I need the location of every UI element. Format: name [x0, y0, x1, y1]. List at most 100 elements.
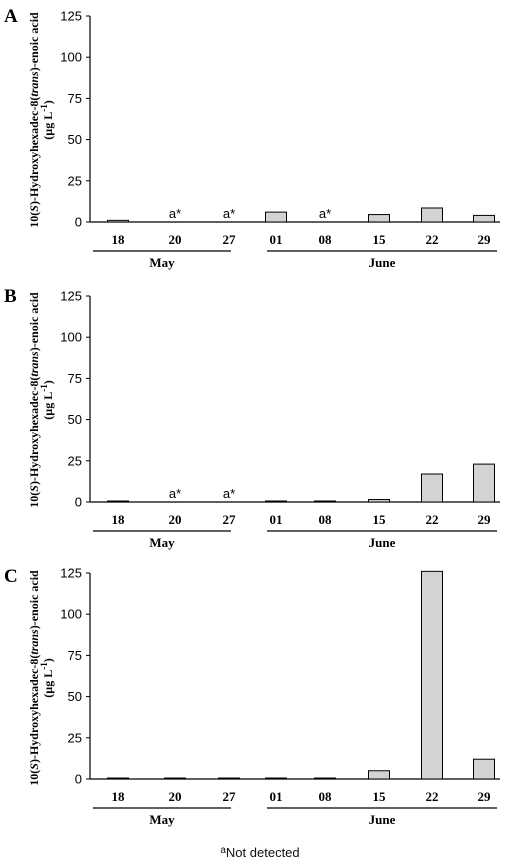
bar	[368, 499, 390, 503]
x-tick-label: 20	[169, 789, 182, 804]
y-axis-label-paren: (	[27, 655, 41, 659]
not-detected-label: a*	[223, 206, 235, 221]
y-axis-label-unit: (µg L	[41, 392, 55, 420]
bar	[473, 758, 495, 780]
x-tick-label: 15	[373, 512, 387, 527]
not-detected-label: a*	[169, 486, 181, 501]
group-label: May	[149, 255, 175, 270]
y-tick-label: 75	[68, 91, 82, 106]
x-tick-label: 27	[223, 232, 237, 247]
y-axis-label-part: -enoic acid	[27, 12, 41, 67]
bar	[164, 777, 186, 780]
x-tick-label: 20	[169, 232, 182, 247]
y-tick-label: 50	[68, 412, 82, 427]
bar	[218, 777, 240, 780]
y-axis-label: 10(S)-Hydroxyhexadec-8(trans)-enoic acid…	[27, 12, 55, 228]
bar	[473, 463, 495, 503]
x-tick-label: 22	[426, 789, 439, 804]
y-axis-label-line2: (µg L-1)	[39, 100, 55, 139]
y-axis-label-exponent: -1	[39, 662, 49, 670]
y-axis-label-line1: 10(S)-Hydroxyhexadec-8(trans)-enoic acid	[27, 292, 41, 508]
x-tick-label: 18	[112, 232, 126, 247]
y-axis-label-line1: 10(S)-Hydroxyhexadec-8(trans)-enoic acid	[27, 12, 41, 228]
bar	[368, 214, 390, 223]
y-axis-label: 10(S)-Hydroxyhexadec-8(trans)-enoic acid…	[27, 570, 55, 786]
footnote-marker: a	[220, 845, 226, 856]
y-tick-label: 100	[60, 330, 82, 345]
axes: 0 25 50 75 100 125	[60, 9, 500, 230]
x-tick-label: 18	[112, 512, 126, 527]
y-axis-label-paren: (	[27, 97, 41, 101]
y-axis-label-paren: )	[27, 625, 41, 629]
not-detected-label: a*	[223, 486, 235, 501]
y-axis-label-part: -Hydroxyhexadec-8	[27, 101, 41, 201]
y-axis-label-unit: (µg L	[41, 112, 55, 140]
y-axis-label-italic: S	[27, 485, 41, 492]
y-axis-label-part: 10	[27, 216, 41, 228]
y-axis-label-part: 10	[27, 774, 41, 786]
y-axis-label-exponent: -1	[39, 104, 49, 112]
x-tick-label: 01	[270, 512, 283, 527]
group-label: June	[369, 812, 396, 827]
y-axis-label-italic: S	[27, 763, 41, 770]
x-tick-label: 08	[319, 789, 333, 804]
bar	[107, 219, 129, 223]
x-tick-label: 20	[169, 512, 182, 527]
y-axis-label-line2: (µg L-1)	[39, 380, 55, 419]
y-axis-label-italic: S	[27, 205, 41, 212]
x-tick-label: 18	[112, 789, 126, 804]
bar	[473, 214, 495, 223]
bar	[421, 473, 443, 503]
footnote: aNot detected	[0, 845, 520, 860]
y-tick-label: 0	[75, 215, 82, 230]
x-tick-label: 27	[223, 789, 237, 804]
y-axis-label-unit: )	[41, 380, 55, 384]
y-axis-label-part: -enoic acid	[27, 292, 41, 347]
y-tick-label: 25	[68, 453, 82, 468]
y-axis-label-paren: )	[27, 201, 41, 205]
y-axis-label-paren: )	[27, 347, 41, 351]
not-detected-label: a*	[319, 206, 331, 221]
y-axis-label-paren: )	[27, 481, 41, 485]
y-axis-label-exponent: -1	[39, 384, 49, 392]
y-axis-label-part: -Hydroxyhexadec-8	[27, 381, 41, 481]
bar	[265, 777, 287, 780]
y-tick-label: 125	[60, 289, 82, 304]
x-tick-label: 22	[426, 512, 439, 527]
panel-a: A 10(S)-Hydroxyhexadec-8(trans)-enoic ac…	[4, 6, 500, 270]
y-axis-label-paren: (	[27, 377, 41, 381]
y-axis-label-part: -enoic acid	[27, 570, 41, 625]
bar	[314, 777, 336, 780]
y-tick-label: 50	[68, 132, 82, 147]
y-axis-label-unit: )	[41, 658, 55, 662]
panel-c: C 10(S)-Hydroxyhexadec-8(trans)-enoic ac…	[4, 566, 500, 827]
x-tick-label: 27	[223, 512, 237, 527]
not-detected-label: a*	[169, 206, 181, 221]
y-tick-label: 75	[68, 371, 82, 386]
x-tick-label: 29	[478, 512, 492, 527]
y-axis-label-part: 10	[27, 496, 41, 508]
y-tick-label: 100	[60, 50, 82, 65]
y-axis-label-part: -Hydroxyhexadec-8	[27, 659, 41, 759]
y-axis-label: 10(S)-Hydroxyhexadec-8(trans)-enoic acid…	[27, 292, 55, 508]
y-axis-label-paren: )	[27, 67, 41, 71]
footnote-text: Not detected	[225, 845, 300, 860]
bar	[107, 500, 129, 503]
x-tick-label: 08	[319, 512, 333, 527]
bar	[421, 207, 443, 223]
group-label: June	[369, 535, 396, 550]
y-tick-label: 50	[68, 689, 82, 704]
y-tick-label: 125	[60, 9, 82, 24]
x-tick-label: 15	[373, 232, 387, 247]
x-tick-label: 15	[373, 789, 387, 804]
x-tick-label: 01	[270, 232, 283, 247]
y-tick-label: 0	[75, 772, 82, 787]
x-tick-label: 01	[270, 789, 283, 804]
panel-letter: A	[4, 6, 18, 27]
bar	[265, 500, 287, 503]
group-label: June	[369, 255, 396, 270]
y-tick-label: 0	[75, 495, 82, 510]
x-tick-label: 22	[426, 232, 439, 247]
group-label: May	[149, 535, 175, 550]
